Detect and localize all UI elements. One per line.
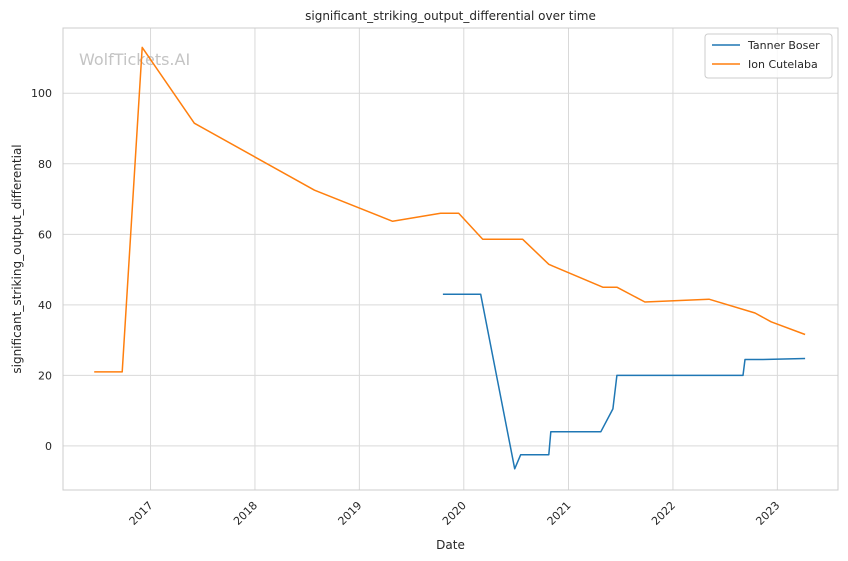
x-tick-label: 2017	[127, 499, 156, 528]
x-tick-label: 2020	[440, 499, 469, 528]
chart-title: significant_striking_output_differential…	[305, 9, 596, 23]
x-tick-label: 2019	[336, 499, 365, 528]
grid	[63, 28, 838, 490]
legend-label-ion-cutelaba: Ion Cutelaba	[748, 58, 818, 71]
y-tick-label: 0	[45, 440, 52, 453]
x-tick-label: 2018	[231, 499, 260, 528]
x-tick-label: 2023	[753, 499, 782, 528]
y-axis-label: significant_striking_output_differential	[10, 144, 24, 373]
x-axis-label: Date	[436, 538, 465, 552]
series-line-tanner-boser	[442, 293, 806, 470]
y-tick-label: 80	[38, 158, 52, 171]
legend-label-tanner-boser: Tanner Boser	[747, 39, 820, 52]
y-tick-label: 60	[38, 228, 52, 241]
y-tick-label: 100	[31, 87, 52, 100]
x-tick-label: 2021	[545, 499, 574, 528]
watermark: WolfTickets.AI	[79, 50, 190, 69]
y-tick-label: 20	[38, 369, 52, 382]
y-tick-label: 40	[38, 299, 52, 312]
plot-frame	[62, 27, 839, 491]
series-line-ion-cutelaba	[94, 46, 806, 373]
legend: Tanner Boser Ion Cutelaba	[704, 33, 833, 79]
x-tick-label: 2022	[649, 499, 678, 528]
axis-ticks: 0 20 40 60 80 100 2017 2018 2019 2020 2021 2022 2023	[31, 87, 782, 528]
series-lines	[94, 46, 806, 470]
